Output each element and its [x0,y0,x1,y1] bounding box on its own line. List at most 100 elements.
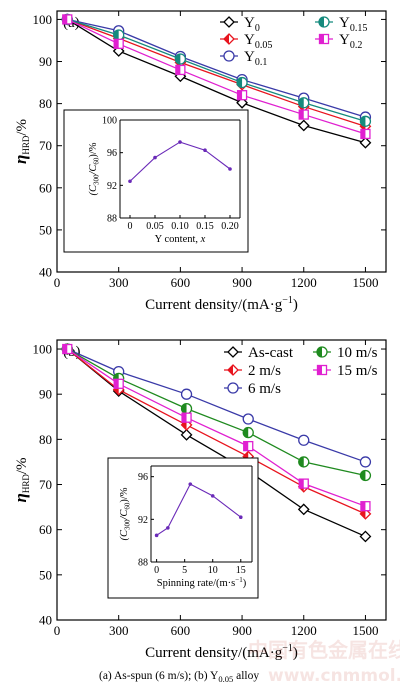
legend-item: Y0 [220,15,260,34]
data-point-fill [62,14,68,24]
data-point-fill [299,479,304,489]
y-axis-title: ηHRD/% [11,457,31,502]
data-point-fill [360,116,366,127]
inset-x-tick-label: 0 [128,221,133,232]
legend: As-cast 2 m/s 6 m/s 10 m/s 15 m/s [224,345,378,397]
inset-y-tick-label: 92 [138,515,148,526]
x-tick-label: 1200 [291,275,317,290]
series-line [66,348,366,507]
data-point [297,119,310,132]
data-point-fill [299,110,304,120]
data-point-fill [243,441,249,451]
inset-x-tick-label: 0.10 [171,221,189,232]
inset-x-tick-label: 0.15 [196,221,214,232]
data-point-fill [298,456,304,467]
data-point [359,456,372,468]
inset-point [153,155,157,160]
data-point [180,428,193,441]
data-point-fill [114,379,119,389]
data-point [359,136,372,149]
legend-item: Y0.15 [315,15,367,34]
legend-marker [223,16,235,28]
watermark-url: www.cnmmol.com [268,666,400,686]
legend-item: Y0.1 [220,49,267,68]
data-point-fill [360,470,366,481]
data-point-fill [175,65,181,75]
data-point [359,530,372,543]
data-point [297,503,310,516]
inset-y-title: (C300/C60)/% [119,487,132,540]
plot-frame [56,339,387,621]
data-point-fill [360,508,366,519]
series-2 [61,13,372,123]
inset-point [228,167,232,171]
plot-frame [56,10,387,273]
y-tick-label: 50 [39,222,52,237]
legend-marker [223,50,235,62]
inset-point [166,526,170,530]
inset-y-tick-label: 88 [107,214,117,225]
data-point-fill [360,501,366,511]
legend-marker-fill [317,347,322,357]
y-axis-title: ηHRD/% [11,119,31,164]
legend-marker-fill [228,365,233,375]
inset-point [238,515,243,519]
y-tick-label: 70 [39,477,52,492]
y-tick-label: 90 [39,54,52,69]
series-line [67,348,366,463]
inset-frame [107,457,259,599]
legend-label: 6 m/s [248,381,281,397]
legend-label: As-cast [248,345,294,361]
x-tick-label: 900 [232,623,252,638]
x-tick-label: 1500 [352,623,378,638]
series-line [67,18,366,118]
legend-label: 10 m/s [337,345,378,361]
data-point-fill [237,77,243,88]
y-tick-label: 70 [39,138,52,153]
y-tick-label: 40 [39,265,52,280]
legend-item: 10 m/s [313,345,378,361]
y-tick-label: 40 [39,613,52,628]
x-tick-label: 600 [171,275,191,290]
data-point [298,434,310,446]
x-tick-label: 0 [54,275,61,290]
data-point-fill [114,39,119,49]
y-tick-label: 90 [39,387,52,402]
data-point-fill [237,90,243,100]
inset-x-title: Spinning rate/(m·s−1) [157,576,247,589]
inset-x-tick-label: 15 [236,565,246,576]
legend-item: 2 m/s [224,363,281,379]
inset-x-tick-label: 0 [154,565,159,576]
inset-y-tick-label: 92 [107,181,117,192]
x-tick-label: 900 [232,275,252,290]
legend-item: 15 m/s [313,363,378,379]
inset-x-tick-label: 0.20 [221,221,239,232]
x-tick-label: 0 [54,623,61,638]
series-4 [62,343,371,512]
x-axis-title: Current density/(mA·g−1) [145,643,298,661]
inset-x-tick-label: 5 [182,565,187,576]
y-tick-label: 60 [39,522,52,537]
inset-y-title: (C300/C60)/% [88,142,101,195]
x-tick-label: 1200 [291,623,317,638]
inset-point [128,179,132,184]
legend-marker-fill [319,34,324,44]
inset-point [210,494,215,498]
legend-label: 2 m/s [248,363,281,379]
data-point-fill [62,344,68,354]
data-point [180,388,193,400]
legend-marker-fill [319,17,324,27]
series-line [66,18,366,144]
x-tick-label: 1500 [352,275,378,290]
data-point-fill [243,427,249,438]
legend-item: As-cast [224,345,294,361]
inset-x-tick-label: 10 [208,565,218,576]
data-point-fill [175,53,181,64]
series-line [66,348,366,538]
series-2 [61,343,372,468]
legend-item: Y0.2 [315,32,362,51]
inset-x-title: Y content, x [155,234,206,245]
series-line [67,18,366,127]
data-point-fill [298,97,304,108]
